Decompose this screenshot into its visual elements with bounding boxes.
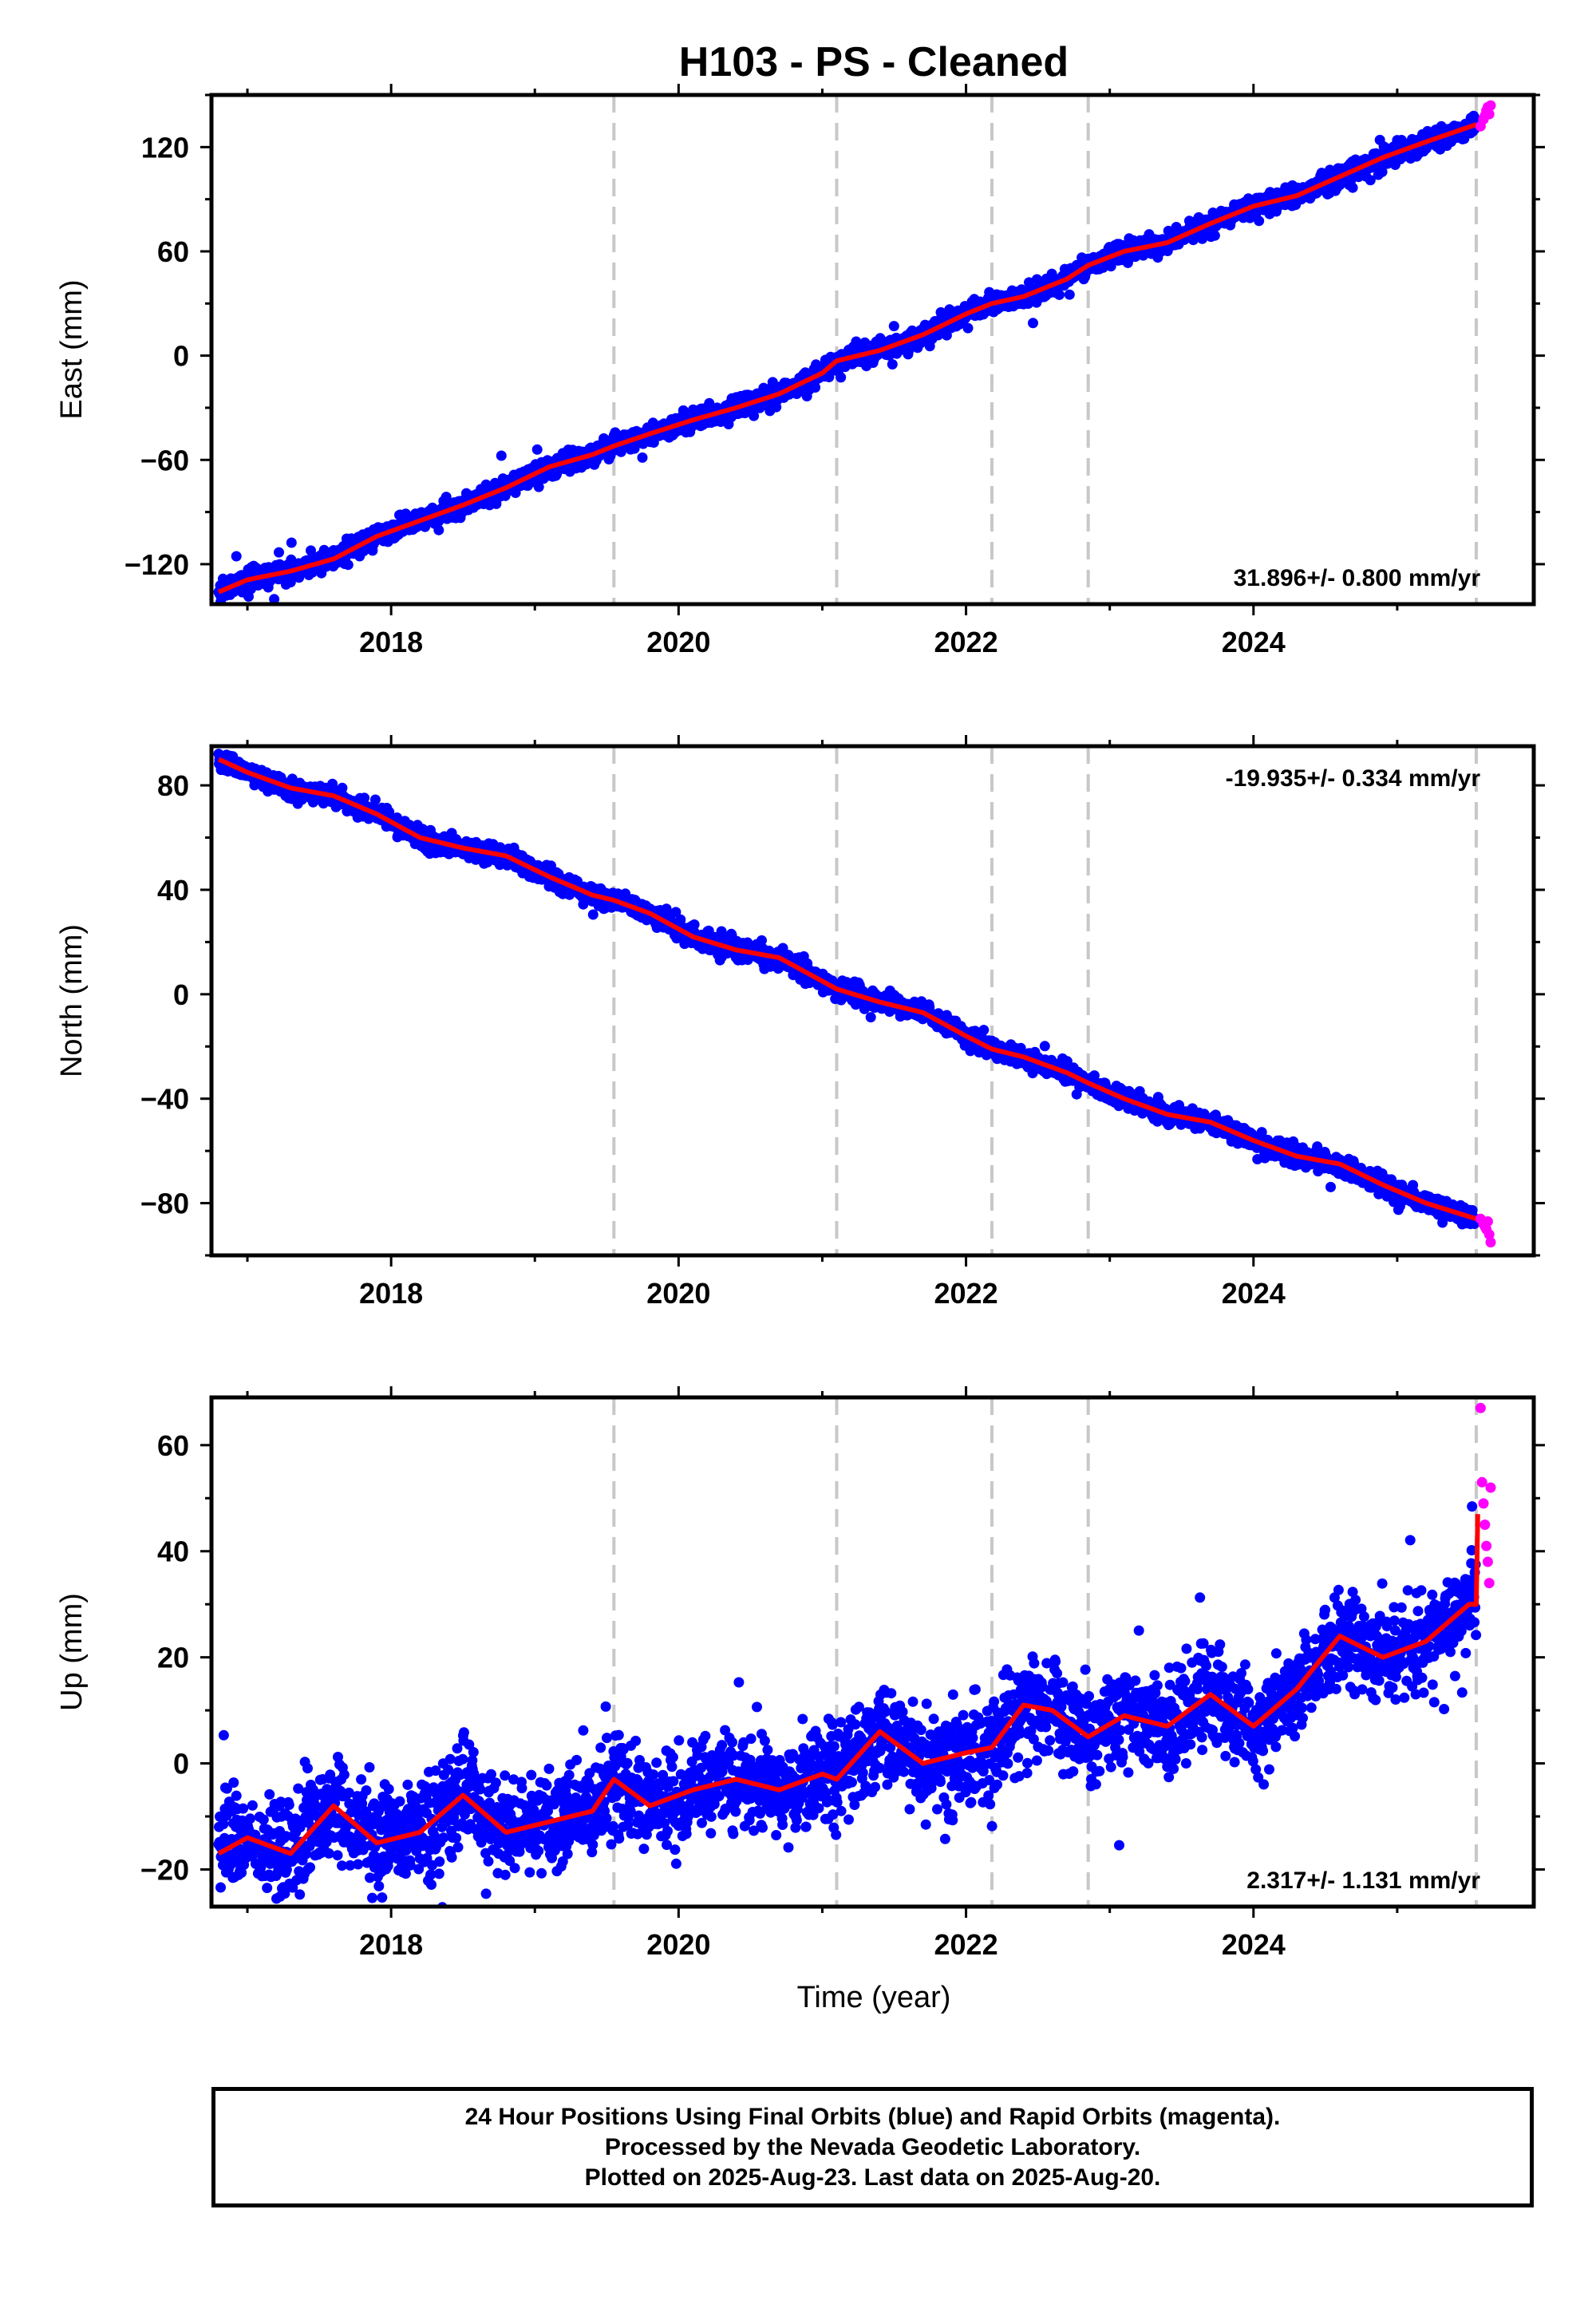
x-tick-label: 2024 bbox=[1222, 626, 1286, 658]
y-tick-label: 60 bbox=[157, 235, 189, 268]
final-orbit-point bbox=[1347, 182, 1358, 193]
final-orbit-point bbox=[749, 410, 760, 421]
east-panel: 2018 2020 2022 2024 −120 −60 0 60 120 East (mm) 31… bbox=[55, 84, 1545, 658]
final-orbit-point bbox=[1377, 166, 1388, 177]
final-orbit-point bbox=[810, 382, 821, 393]
y-axis-label: East (mm) bbox=[55, 279, 89, 419]
final-orbit-point bbox=[587, 909, 598, 920]
rapid-orbit-point bbox=[1483, 109, 1495, 120]
final-orbit-point bbox=[824, 372, 835, 382]
y-tick-label: 120 bbox=[141, 131, 189, 164]
final-orbit-point bbox=[286, 537, 297, 548]
chart-title: H103 - PS - Cleaned bbox=[679, 39, 1069, 85]
final-orbit-point bbox=[836, 372, 847, 383]
final-orbit-point bbox=[637, 452, 648, 463]
final-orbit-point bbox=[962, 322, 974, 334]
final-orbit-point bbox=[274, 547, 284, 558]
final-orbit-point bbox=[888, 321, 899, 332]
final-orbit-points bbox=[213, 749, 1480, 1230]
model-curve bbox=[217, 122, 1478, 595]
plot-frame bbox=[209, 93, 1536, 607]
final-orbit-point bbox=[1054, 289, 1065, 300]
final-orbit-point bbox=[231, 551, 242, 562]
final-orbit-point bbox=[337, 782, 348, 793]
final-orbit-point bbox=[1024, 277, 1034, 288]
final-orbit-point bbox=[887, 359, 898, 370]
final-orbit-point bbox=[433, 524, 444, 536]
x-tick-label: 2018 bbox=[359, 626, 423, 658]
x-tick-label: 2022 bbox=[934, 626, 998, 658]
final-orbit-point bbox=[342, 559, 354, 571]
final-orbit-point bbox=[531, 444, 543, 455]
final-orbit-point bbox=[978, 1025, 990, 1036]
final-orbit-point bbox=[1365, 175, 1376, 186]
rapid-orbit-point bbox=[1485, 100, 1496, 111]
y-tick-label: 0 bbox=[173, 340, 189, 373]
final-orbit-point bbox=[1064, 289, 1075, 300]
velocity-label: 31.896+/- 0.800 mm/yr bbox=[1234, 565, 1481, 591]
final-orbit-point bbox=[1209, 230, 1220, 241]
final-orbit-point bbox=[369, 794, 381, 805]
x-tick-label: 2020 bbox=[646, 626, 710, 658]
final-orbit-point bbox=[1028, 318, 1038, 329]
y-tick-label: −60 bbox=[140, 444, 189, 476]
final-orbit-point bbox=[1254, 215, 1265, 227]
y-tick-label: −120 bbox=[124, 548, 189, 581]
final-orbit-point bbox=[496, 450, 507, 461]
final-orbit-point bbox=[269, 594, 280, 604]
final-orbit-point bbox=[865, 1012, 876, 1023]
final-orbit-point bbox=[1469, 112, 1480, 123]
final-orbit-point bbox=[533, 481, 544, 492]
